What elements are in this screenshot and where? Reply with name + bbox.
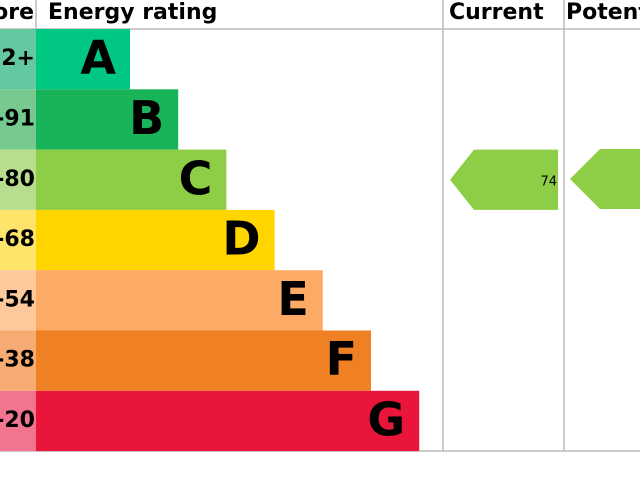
rating-bar xyxy=(36,89,179,150)
rating-letter: E xyxy=(277,272,308,326)
current-header: Current xyxy=(449,0,544,25)
rating-bar xyxy=(36,330,371,391)
score-cell xyxy=(0,89,36,150)
current-value: 74 xyxy=(540,174,557,189)
score-cell xyxy=(0,270,36,331)
score-header: Score xyxy=(0,0,34,25)
rating-letter: B xyxy=(129,91,164,145)
score-cell xyxy=(0,330,36,391)
score-label: 39-54 xyxy=(0,287,35,312)
score-cell xyxy=(0,149,36,210)
rating-header: Energy rating xyxy=(48,0,217,25)
rating-letter: A xyxy=(80,31,116,85)
score-label: 69-80 xyxy=(0,167,35,192)
current-arrow xyxy=(450,149,558,210)
score-cell xyxy=(0,390,36,452)
rating-bar xyxy=(36,149,227,210)
score-label: 21-38 xyxy=(0,348,35,373)
score-label: 92+ xyxy=(0,46,35,71)
potential-arrow xyxy=(570,149,640,209)
rating-letter: D xyxy=(222,212,260,266)
score-label: 1-20 xyxy=(0,408,35,433)
potential-header: Potential xyxy=(566,0,640,25)
rating-bar xyxy=(36,29,130,90)
rating-bar xyxy=(36,270,323,331)
rating-letter: C xyxy=(179,151,213,205)
score-label: 81-91 xyxy=(0,106,35,131)
rating-bar xyxy=(36,390,420,452)
rating-bar xyxy=(36,209,275,271)
rating-letter: G xyxy=(367,392,405,446)
score-cell xyxy=(0,209,36,271)
rating-letter: F xyxy=(326,332,357,386)
score-cell xyxy=(0,29,36,90)
score-label: 55-68 xyxy=(0,227,35,252)
